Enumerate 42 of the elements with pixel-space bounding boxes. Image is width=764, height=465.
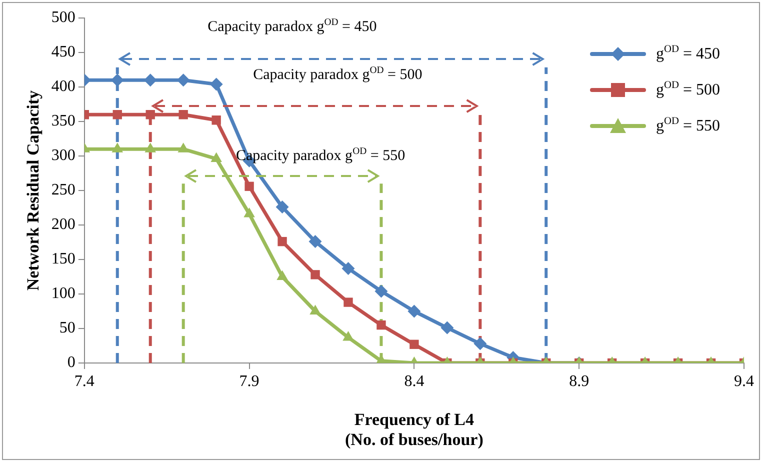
y-tick-label: 0 <box>67 354 76 372</box>
point <box>212 116 221 125</box>
point <box>146 110 155 120</box>
y-tick-label: 150 <box>51 250 76 268</box>
point <box>178 142 189 152</box>
y-tick-label: 450 <box>51 44 76 61</box>
legend-label: g$^{OD}$ = 450 <box>656 44 720 64</box>
point <box>244 182 254 191</box>
point <box>278 236 287 246</box>
point <box>276 270 288 280</box>
y-tick-label: 400 <box>51 78 76 96</box>
point <box>244 207 255 218</box>
y-axis-title: Network Residual Capacity <box>24 90 43 291</box>
x-tick-label: 8.9 <box>569 372 590 390</box>
y-tick-label: 100 <box>51 285 76 302</box>
x-tick-label: 8.4 <box>404 372 424 390</box>
point <box>310 304 321 314</box>
x-axis-title: Frequency of L4 (No. of buses/hour) <box>345 410 484 450</box>
point <box>110 74 124 87</box>
x-tick-label: 7.9 <box>239 372 260 390</box>
point <box>144 142 156 152</box>
point <box>176 74 190 87</box>
x-tick-label: 9.4 <box>734 372 754 390</box>
point <box>210 78 223 91</box>
legend-label: g$^{OD}$ = 550 <box>656 116 720 136</box>
point <box>144 74 157 87</box>
y-tick-label: 50 <box>59 320 76 337</box>
point <box>112 142 124 152</box>
point <box>342 330 354 341</box>
y-tick-label: 300 <box>51 147 76 164</box>
y-tick-label: 200 <box>51 216 76 234</box>
point <box>178 110 188 120</box>
point <box>276 200 289 214</box>
legend-label: g$^{OD}$ = 500 <box>656 80 720 100</box>
x-tick-label: 7.4 <box>74 372 94 390</box>
y-tick-label: 500 <box>51 9 76 26</box>
annotation: Capacity paradox g$^{OD}$ = 500 <box>253 64 422 84</box>
point <box>112 110 122 120</box>
y-tick-label: 250 <box>51 182 76 199</box>
point <box>210 152 222 162</box>
y-tick-label: 350 <box>51 112 76 130</box>
annotation: Capacity paradox g$^{OD}$ = 450 <box>208 16 377 36</box>
